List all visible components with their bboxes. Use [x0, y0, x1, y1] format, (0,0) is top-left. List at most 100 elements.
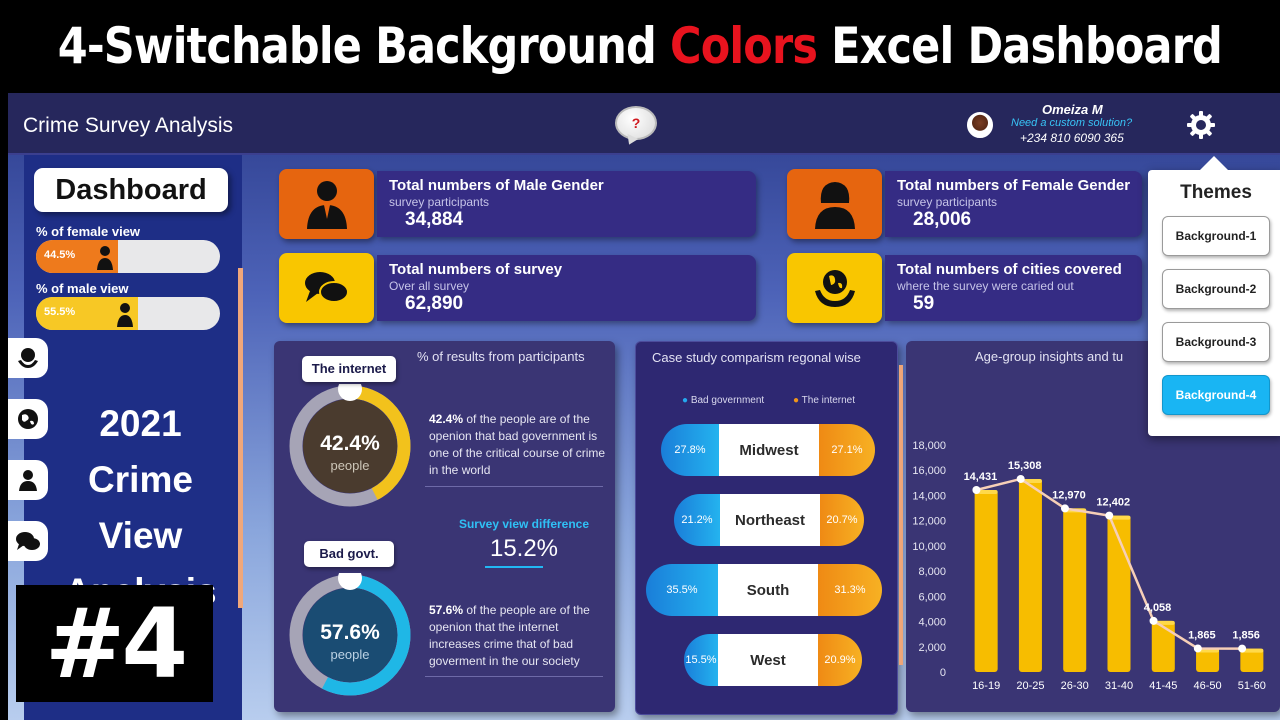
- theme-background-3-button[interactable]: Background-3: [1162, 322, 1270, 362]
- trend-point: [1060, 504, 1069, 513]
- govt-donut-center: [303, 588, 397, 682]
- kpi-female-body: Total numbers of Female Gender survey pa…: [885, 171, 1142, 237]
- bar: [1063, 508, 1087, 672]
- bar: [974, 490, 998, 672]
- x-tick-label: 16-19: [972, 680, 1000, 692]
- internet-unit: people: [330, 458, 370, 473]
- govt-pct: 57.6%: [320, 621, 380, 644]
- kpi-cities-sub: where the survey were caried out: [897, 279, 1074, 293]
- internet-divider: [425, 486, 603, 487]
- region-midwest-left: 27.8%: [661, 424, 719, 476]
- male-user-icon: [279, 169, 374, 239]
- sidebar-chat-icon[interactable]: [8, 521, 48, 561]
- app-title: Crime Survey Analysis: [23, 114, 234, 137]
- gear-icon[interactable]: [1186, 110, 1216, 140]
- avatar: [967, 112, 993, 138]
- kpi-female: Total numbers of Female Gender survey pa…: [787, 169, 1142, 239]
- x-tick-label: 26-30: [1061, 680, 1089, 692]
- y-tick-label: 16,000: [912, 465, 946, 477]
- trend-point: [1238, 644, 1247, 653]
- sidebar-headline-year: 2021: [99, 403, 182, 444]
- kpi-female-value: 28,006: [913, 209, 972, 230]
- trend-point: [1149, 616, 1158, 625]
- region-west-name: West: [718, 634, 818, 686]
- sidebar-globe-hands-icon[interactable]: [8, 338, 48, 378]
- survey-diff-label: Survey view difference: [458, 517, 590, 531]
- bar-highlight: [974, 490, 998, 495]
- data-label: 1,856: [1232, 630, 1260, 642]
- y-tick-label: 0: [940, 667, 946, 679]
- theme-background-1-button[interactable]: Background-1: [1162, 216, 1270, 256]
- region-row-south: 35.5% South 31.3%: [646, 564, 882, 616]
- kpi-female-sub: survey participants: [897, 195, 998, 209]
- region-panel-accent-line: [899, 365, 903, 665]
- bar-highlight: [1107, 515, 1131, 520]
- kpi-survey-sub: Over all survey: [389, 279, 470, 293]
- x-tick-label: 46-50: [1194, 680, 1222, 692]
- bar-highlight: [1240, 648, 1264, 653]
- x-tick-label: 51-60: [1238, 680, 1266, 692]
- sidebar-globe-icon[interactable]: [8, 399, 48, 439]
- region-midwest-right: 27.1%: [819, 424, 875, 476]
- region-west-right: 20.9%: [818, 634, 862, 686]
- globe-hands-icon: [787, 253, 882, 323]
- user-tagline[interactable]: Need a custom solution?: [1011, 117, 1133, 129]
- kpi-survey-body: Total numbers of survey Over all survey …: [377, 255, 756, 321]
- govt-label: Bad govt.: [304, 541, 394, 567]
- sidebar-user-icon[interactable]: [8, 460, 48, 500]
- internet-donut-center: [303, 399, 397, 493]
- region-panel-title: Case study comparism regonal wise: [652, 350, 861, 365]
- kpi-male: Total numbers of Male Gender survey part…: [279, 169, 756, 239]
- data-label: 4,058: [1144, 602, 1172, 614]
- theme-background-2-button[interactable]: Background-2: [1162, 269, 1270, 309]
- help-bubble-icon[interactable]: ?: [615, 106, 657, 140]
- govt-donut-knob: [338, 573, 362, 590]
- banner-title: 4-Switchable Background Colors Excel Das…: [57, 17, 1223, 75]
- kpi-cities-body: Total numbers of cities covered where th…: [885, 255, 1142, 321]
- region-south-name: South: [718, 564, 818, 616]
- internet-pct: 42.4%: [320, 432, 380, 455]
- region-row-midwest: 27.8% Midwest 27.1%: [661, 424, 875, 476]
- y-tick-label: 12,000: [912, 516, 946, 528]
- region-northeast-right: 20.7%: [820, 494, 864, 546]
- region-midwest-name: Midwest: [719, 424, 819, 476]
- user-phone: +234 810 6090 365: [1020, 131, 1124, 145]
- bar: [1240, 648, 1264, 672]
- y-tick-label: 6,000: [918, 591, 946, 603]
- survey-diff-underline: [485, 566, 543, 568]
- internet-donut-knob: [338, 384, 362, 401]
- govt-description: 57.6% of the people are of the openion t…: [429, 603, 590, 668]
- dashboard-tab[interactable]: Dashboard: [34, 168, 228, 212]
- kpi-survey-title: Total numbers of survey: [389, 261, 563, 278]
- data-label: 14,431: [964, 471, 998, 483]
- govt-divider: [425, 676, 603, 677]
- region-row-northeast: 21.2% Northeast 20.7%: [674, 494, 864, 546]
- results-panel-title: % of results from participants: [417, 349, 585, 364]
- male-view-value: 55.5%: [44, 306, 76, 318]
- region-west-left: 15.5%: [684, 634, 718, 686]
- survey-diff-value: 15.2%: [489, 535, 559, 562]
- kpi-survey-value: 62,890: [405, 293, 464, 314]
- bar: [1018, 478, 1042, 672]
- kpi-female-title: Total numbers of Female Gender: [897, 177, 1131, 194]
- y-tick-label: 10,000: [912, 541, 946, 553]
- y-tick-label: 14,000: [912, 490, 946, 502]
- male-view-bar: 55.5%: [36, 297, 220, 330]
- kpi-cities-title: Total numbers of cities covered: [897, 261, 1122, 278]
- x-tick-label: 41-45: [1149, 680, 1177, 692]
- x-tick-label: 31-40: [1105, 680, 1133, 692]
- female-view-value: 44.5%: [44, 249, 76, 261]
- female-view-label: % of female view: [36, 224, 141, 239]
- data-label: 15,308: [1008, 460, 1042, 472]
- y-tick-label: 8,000: [918, 566, 946, 578]
- legend-the-internet: ● The internet: [793, 395, 856, 406]
- theme-background-4-button[interactable]: Background-4: [1162, 375, 1270, 415]
- bar: [1196, 648, 1220, 672]
- kpi-cities: Total numbers of cities covered where th…: [787, 253, 1142, 323]
- data-label: 1,865: [1188, 629, 1216, 641]
- male-user-icon: [117, 303, 133, 327]
- region-northeast-name: Northeast: [720, 494, 820, 546]
- legend-bad-government: ● Bad government: [682, 395, 765, 406]
- region-south-left: 35.5%: [646, 564, 718, 616]
